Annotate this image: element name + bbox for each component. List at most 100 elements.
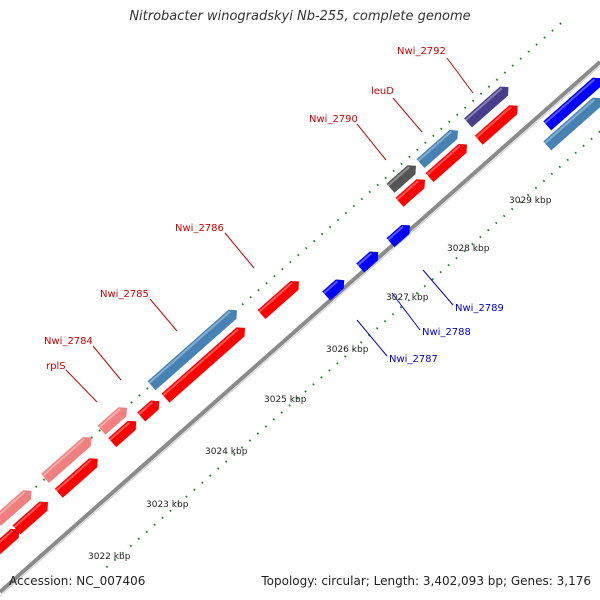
tick-mark <box>256 432 260 435</box>
gene-label-leud: leuD <box>371 86 394 97</box>
tick-mark <box>534 186 538 190</box>
tick-mark <box>542 179 546 183</box>
gene-label-nwi-2792: Nwi_2792 <box>397 46 446 57</box>
scale-label-3022: 3022 kbp <box>88 552 131 562</box>
tick-mark <box>280 411 284 414</box>
tick-mark <box>281 267 284 271</box>
scale-labels: 3022 kbp 3023 kbp 3024 kbp 3025 kbp 3026… <box>88 196 552 562</box>
scale-label-3028: 3028 kbp <box>447 244 490 254</box>
tick-mark <box>511 64 515 67</box>
label-leaders <box>65 57 474 403</box>
tick-mark <box>90 436 94 439</box>
gene-red-3 <box>54 458 98 498</box>
gene-nwi-2786 <box>257 280 299 320</box>
tick-mark <box>582 144 585 148</box>
tick-mark <box>153 523 156 527</box>
tick-mark <box>432 134 435 138</box>
tick-mark <box>328 225 332 229</box>
tick-mark <box>304 246 308 250</box>
tick-mark <box>328 369 331 372</box>
gene-label-nwi-2784: Nwi_2784 <box>44 336 93 347</box>
tick-mark <box>376 183 380 187</box>
tick-mark <box>415 291 419 295</box>
tick-mark <box>447 120 451 124</box>
tick-mark <box>145 530 148 534</box>
gene-rpls <box>137 400 160 422</box>
scale-label-3024: 3024 kbp <box>205 447 248 457</box>
scale-label-3025: 3025 kbp <box>264 395 307 405</box>
tick-mark <box>383 319 387 323</box>
tick-mark <box>296 397 299 400</box>
tick-mark <box>312 239 316 243</box>
tick-mark <box>543 36 546 39</box>
tick-mark <box>479 235 482 239</box>
gene-features <box>0 77 600 555</box>
tick-mark <box>551 29 554 32</box>
tick-mark <box>265 281 268 285</box>
gene-label-nwi-2785: Nwi_2785 <box>100 289 149 300</box>
gene-red-7 <box>474 105 518 145</box>
tick-mark <box>137 537 141 541</box>
tick-mark <box>566 158 570 162</box>
tick-mark <box>510 207 514 211</box>
tick-mark <box>249 295 252 299</box>
tick-mark <box>272 418 276 421</box>
tick-mark <box>487 228 490 232</box>
tick-mark <box>264 425 268 428</box>
tick-mark <box>193 488 196 491</box>
tick-mark <box>368 190 372 194</box>
tick-mark <box>400 162 403 166</box>
tick-mark <box>146 387 149 390</box>
gene-label-nwi-2789: Nwi_2789 <box>455 303 504 314</box>
tick-mark <box>527 50 530 53</box>
tick-mark <box>34 485 38 488</box>
tick-mark <box>495 78 499 81</box>
tick-mark <box>113 558 117 562</box>
genome-backbone <box>0 60 600 597</box>
tick-mark <box>320 232 324 236</box>
tick-mark <box>208 474 212 477</box>
gene-label-nwi-2788: Nwi_2788 <box>422 327 471 338</box>
tick-rows <box>3 22 600 569</box>
tick-mark <box>169 509 172 513</box>
gene-nwi-2785 <box>147 309 237 391</box>
gene-labels: Nwi_2792 leuD Nwi_2790 Nwi_2786 Nwi_2785… <box>44 46 504 372</box>
tick-mark <box>232 453 236 456</box>
tick-mark <box>201 481 204 484</box>
tick-mark <box>518 200 522 204</box>
tick-mark <box>471 99 475 103</box>
gene-label-rpls: rplS <box>46 361 66 372</box>
gene-steel-right <box>543 97 600 151</box>
gene-nwi-2790 <box>386 165 416 193</box>
tick-mark <box>494 221 498 225</box>
tick-mark <box>344 211 348 215</box>
tick-mark <box>479 92 483 95</box>
tick-mark <box>351 348 355 351</box>
tick-mark <box>42 478 46 481</box>
gene-blue-top <box>543 77 600 131</box>
gene-nwi-2784 <box>161 327 245 403</box>
tick-mark <box>105 565 109 569</box>
tick-mark <box>535 43 538 46</box>
gene-leud <box>416 129 458 169</box>
tick-mark <box>455 113 459 117</box>
gene-nwi-2788 <box>356 251 379 273</box>
gene-red-2 <box>12 501 48 535</box>
tick-mark <box>503 71 507 74</box>
tick-mark <box>550 172 554 176</box>
gene-pink-1 <box>0 490 32 526</box>
tick-mark <box>344 355 347 358</box>
tick-mark <box>288 404 291 407</box>
gene-red-4 <box>108 420 137 448</box>
tick-mark <box>519 57 523 60</box>
tick-mark <box>416 148 419 152</box>
tick-mark <box>359 341 363 344</box>
gene-red-1 <box>0 528 20 555</box>
tick-mark <box>273 274 276 278</box>
gene-pink-3 <box>97 407 127 435</box>
tick-mark <box>440 127 443 131</box>
tick-mark <box>98 429 101 432</box>
scale-label-3029: 3029 kbp <box>509 196 552 206</box>
tick-mark <box>216 467 220 470</box>
